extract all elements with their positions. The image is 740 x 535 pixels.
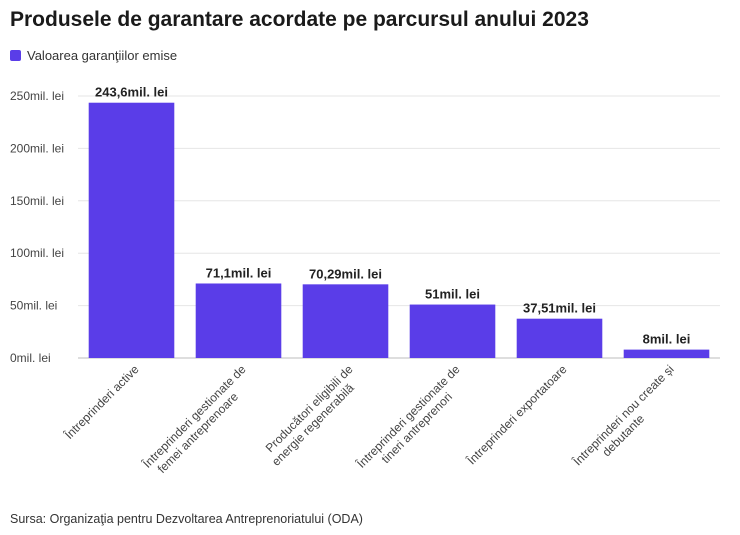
x-tick-label-line: Întreprinderi exportatoare <box>463 361 570 468</box>
x-tick-label-line: Producători eligibili de <box>263 362 356 455</box>
x-tick-label-line: Întreprinderi gestionate de <box>139 361 249 471</box>
bar <box>516 318 603 358</box>
bar <box>88 102 175 358</box>
legend-label: Valoarea garanţiilor emise <box>27 48 178 63</box>
x-tick-label: Întreprinderi active <box>61 361 142 442</box>
data-label: 51mil. lei <box>425 287 480 302</box>
bar <box>623 349 710 358</box>
chart-title: Produsele de garantare acordate pe parcu… <box>10 8 589 31</box>
data-label: 8mil. lei <box>643 332 691 347</box>
x-tick-label: Întreprinderi exportatoare <box>463 361 570 468</box>
y-tick-label: 50mil. lei <box>10 299 57 313</box>
bar <box>195 283 282 358</box>
data-label: 37,51mil. lei <box>523 301 596 316</box>
y-tick-label: 100mil. lei <box>10 246 64 260</box>
legend-swatch <box>10 50 21 61</box>
source-note: Sursa: Organizaţia pentru Dezvoltarea An… <box>10 512 363 526</box>
x-tick-label-line: Întreprinderi gestionate de <box>353 361 463 471</box>
y-tick-label: 0mil. lei <box>10 351 51 365</box>
legend: Valoarea garanţiilor emise <box>10 48 177 63</box>
y-tick-label: 150mil. lei <box>10 194 64 208</box>
bar <box>409 304 496 358</box>
data-label: 243,6mil. lei <box>95 85 168 100</box>
x-tick-label-line: Întreprinderi nou create și <box>569 362 677 470</box>
data-label: 71,1mil. lei <box>206 265 272 280</box>
x-tick-label-line: Întreprinderi active <box>61 361 142 442</box>
data-label: 70,29mil. lei <box>309 266 382 281</box>
bar <box>302 284 389 358</box>
y-tick-label: 200mil. lei <box>10 141 64 155</box>
y-tick-label: 250mil. lei <box>10 89 64 103</box>
